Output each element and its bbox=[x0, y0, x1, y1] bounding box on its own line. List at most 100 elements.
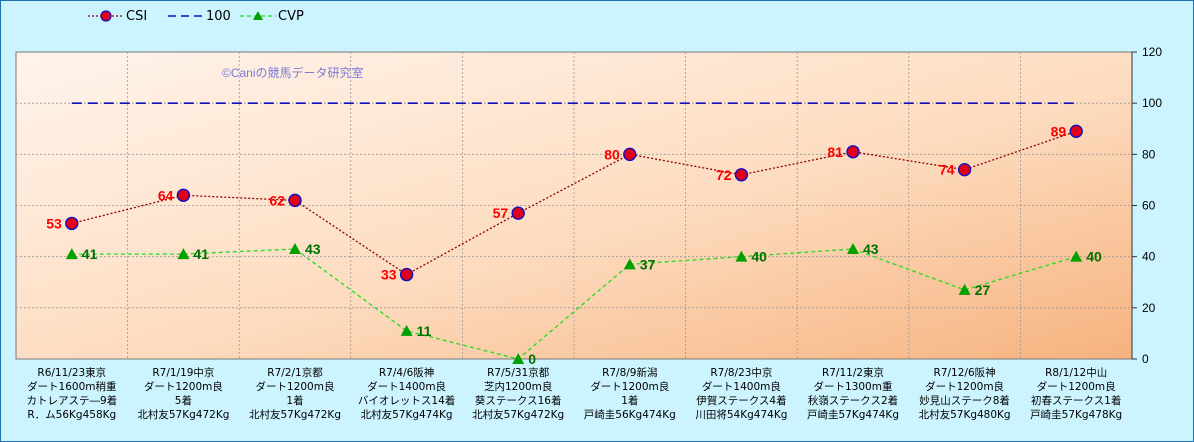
x-tick-label-line: ダート1600m稍重 bbox=[27, 381, 117, 393]
cvp-data-label: 40 bbox=[751, 249, 767, 265]
x-tick-label-line: R7/12/6阪神 bbox=[933, 367, 996, 379]
x-tick-label: R7/8/23中京 ダート1400m良 伊賀ステークス4着 川田将54Kg474Kg bbox=[685, 366, 797, 422]
csi-point bbox=[734, 168, 749, 182]
x-tick-label-line: 戸崎圭56Kg474Kg bbox=[583, 409, 676, 421]
cvp-point bbox=[958, 283, 971, 295]
x-tick-label-line: 葵ステークス16着 bbox=[474, 395, 562, 407]
cvp-point bbox=[847, 242, 859, 254]
y-tick-label: 80 bbox=[1142, 147, 1156, 161]
cvp-data-label: 41 bbox=[193, 246, 209, 262]
x-tick-label-line: ダート1300m重 bbox=[813, 381, 893, 393]
legend-item-100: 100 bbox=[166, 6, 231, 26]
x-tick-label-line: R．ム56Kg458Kg bbox=[27, 409, 117, 421]
label-layer: 41 41 43 11 0 37 40 43 27 40 53 64 62 33 57 80 72 81 74 89 bbox=[46, 123, 1102, 367]
x-tick-label: R6/11/23東京 ダート1600m稍重 カトレアステ―9着 R．ム56Kg458K… bbox=[16, 366, 128, 422]
x-tick-label-line: 北村友57Kg480Kg bbox=[918, 409, 1011, 421]
x-tick-label: R7/1/19中京 ダート1200m良 5着 北村友57Kg472Kg bbox=[127, 366, 239, 422]
csi-data-label: 74 bbox=[939, 162, 955, 178]
cvp-data-label: 11 bbox=[417, 323, 432, 339]
csi-point bbox=[65, 216, 79, 231]
csi-point bbox=[1069, 124, 1083, 139]
legend-csi-label: CSI bbox=[126, 8, 148, 24]
x-tick-label-line: R6/11/23東京 bbox=[37, 367, 107, 379]
y-tick-label: 0 bbox=[1142, 352, 1149, 366]
x-tick-label-line: 秋嶺ステークス2着 bbox=[807, 395, 899, 407]
x-tick-label-line: 妙見山ステーク8着 bbox=[919, 395, 1010, 407]
legend-csi-swatch bbox=[88, 10, 124, 22]
csi-data-label: 64 bbox=[158, 187, 174, 203]
cvp-point bbox=[623, 258, 636, 270]
x-tick-label-line: 北村友57Kg472Kg bbox=[472, 409, 565, 421]
x-tick-label-line: 北村友57Kg472Kg bbox=[137, 409, 230, 421]
y-tick-label: 20 bbox=[1142, 301, 1156, 315]
x-tick-label-line: R7/8/23中京 bbox=[710, 367, 773, 379]
cvp-data-label: 43 bbox=[863, 241, 879, 257]
csi-data-label: 57 bbox=[493, 205, 509, 221]
csi-data-label: 81 bbox=[827, 144, 843, 160]
legend-100-swatch bbox=[168, 15, 204, 17]
cvp-data-label: 37 bbox=[640, 256, 656, 272]
csi-point bbox=[176, 188, 191, 202]
x-tick-label-line: R7/5/31京都 bbox=[487, 367, 550, 379]
x-tick-label-line: 川田将54Kg474Kg bbox=[695, 409, 788, 421]
csi-point bbox=[957, 162, 972, 177]
x-tick-label-line: R7/4/6阪神 bbox=[378, 367, 435, 379]
y-tick-label: 60 bbox=[1142, 199, 1156, 213]
cvp-point bbox=[177, 248, 190, 260]
y-tick-label: 120 bbox=[1142, 45, 1162, 59]
legend-item-csi: CSI bbox=[86, 6, 147, 26]
x-tick-label-line: ダート1200m良 bbox=[143, 381, 223, 393]
x-tick-label-line: 5着 bbox=[174, 395, 192, 407]
csi-data-label: 89 bbox=[1051, 123, 1067, 139]
x-tick-label-line: 戸崎圭57Kg474Kg bbox=[806, 409, 899, 421]
x-tick-label-line: R7/11/2東京 bbox=[821, 367, 885, 379]
x-tick-label-line: ダート1400m良 bbox=[701, 381, 781, 393]
cvp-point bbox=[512, 353, 525, 364]
x-tick-label: R7/2/1京都 ダート1200m良 1着 北村友57Kg472Kg bbox=[239, 366, 351, 422]
x-tick-label-line: R7/2/1京都 bbox=[267, 367, 323, 379]
marker-layer bbox=[65, 124, 1083, 364]
watermark-text: ©Caniの競馬データ研究室 bbox=[222, 65, 364, 80]
y-axis: 0 20 40 60 80 100 120 bbox=[1131, 45, 1162, 366]
cvp-point bbox=[65, 248, 78, 260]
csi-point bbox=[399, 267, 414, 282]
cvp-data-label: 41 bbox=[82, 246, 98, 262]
x-tick-label: R7/5/31京都 芝内1200m良 葵ステークス16着 北村友57Kg472Kg bbox=[462, 366, 574, 422]
cvp-data-label: 0 bbox=[528, 351, 536, 367]
x-tick-label-line: ダート1200m良 bbox=[255, 381, 335, 393]
x-tick-label: R7/8/9新潟 ダート1200m良 1着戸崎圭56Kg474Kg bbox=[574, 366, 686, 422]
series-layer bbox=[71, 102, 1077, 360]
x-tick-label-line: 戸崎圭57Kg478Kg bbox=[1030, 409, 1123, 421]
cvp-data-label: 27 bbox=[975, 282, 991, 298]
cvp-data-label: 40 bbox=[1086, 249, 1102, 265]
x-tick-label-line: 北村友57Kg474Kg bbox=[360, 409, 453, 421]
y-tick-label: 40 bbox=[1142, 250, 1156, 264]
cvp-point bbox=[735, 250, 748, 262]
grid-layer bbox=[16, 52, 1132, 359]
x-tick-label-line: 初春ステークス1着 bbox=[1031, 395, 1122, 407]
x-tick-label-line: R7/8/9新潟 bbox=[602, 367, 658, 379]
x-tick-label: R7/11/2東京 ダート1300m重 秋嶺ステークス2着 戸崎圭57Kg474Kg bbox=[797, 366, 909, 422]
csi-point bbox=[623, 147, 637, 162]
cvp-point bbox=[289, 242, 301, 254]
x-tick-label-line: ダート1400m良 bbox=[367, 381, 447, 393]
x-tick-label-line: 1着 bbox=[621, 395, 639, 407]
csi-data-label: 80 bbox=[604, 146, 620, 162]
cvp-data-label: 43 bbox=[305, 241, 321, 257]
x-tick-label-line: ダート1200m良 bbox=[925, 381, 1005, 393]
x-tick-label-line: 北村友57Kg472Kg bbox=[248, 409, 341, 421]
x-tick-label-line: ダート1200m良 bbox=[590, 381, 670, 393]
legend-cvp-label: CVP bbox=[278, 8, 304, 24]
cvp-point bbox=[1070, 250, 1083, 262]
csi-data-label: 53 bbox=[46, 215, 62, 231]
csi-data-label: 62 bbox=[269, 192, 285, 208]
legend-cvp-swatch bbox=[240, 11, 276, 20]
x-tick-label-line: ダート1200m良 bbox=[1036, 381, 1116, 393]
x-tick-label: R8/1/12中山 ダート1200m良 初春ステークス1着 戸崎圭57Kg478Kg bbox=[1020, 366, 1132, 422]
csi-point bbox=[846, 145, 860, 159]
csi-data-label: 72 bbox=[716, 167, 732, 183]
x-tick-label: R7/12/6阪神 ダート1200m良 妙見山ステーク8着 北村友57Kg480Kg bbox=[909, 366, 1021, 422]
x-tick-label-line: カトレアステ―9着 bbox=[26, 395, 118, 407]
y-tick-label: 100 bbox=[1142, 96, 1162, 110]
